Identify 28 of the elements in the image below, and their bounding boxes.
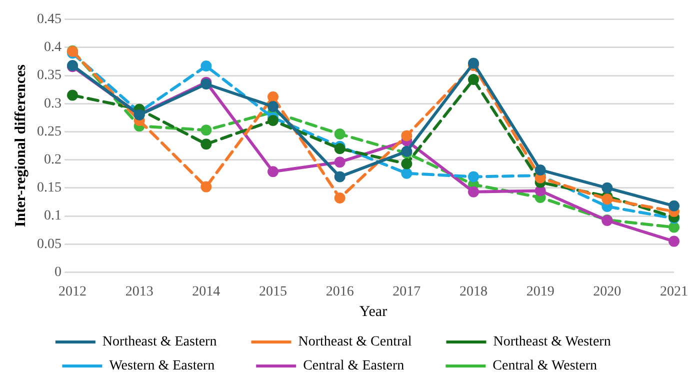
- x-tick-label: 2021: [660, 284, 688, 300]
- x-tick-label: 2018: [460, 284, 488, 300]
- y-tick-label: 0.35: [37, 68, 62, 84]
- y-tick-label: 0.2: [44, 152, 62, 168]
- x-axis-title: Year: [359, 304, 388, 320]
- x-tick-label: 2014: [192, 284, 220, 300]
- y-tick-label: 0.25: [37, 124, 62, 140]
- y-tick-label: 0: [54, 264, 62, 280]
- y-tick-label: 0.4: [44, 40, 62, 56]
- legend-label: Central & Eastern: [303, 358, 436, 374]
- legend-label: Northeast & Western: [493, 334, 636, 350]
- legend-label: Northeast & Central: [298, 334, 436, 350]
- y-tick-label: 0.3: [44, 96, 62, 112]
- x-tick-label: 2012: [58, 284, 86, 300]
- x-tick-label: 2016: [326, 284, 354, 300]
- y-axis-title: Inter-regional differences: [12, 64, 29, 228]
- y-tick-label: 0.05: [37, 236, 62, 252]
- x-tick-label: 2019: [526, 284, 554, 300]
- y-tick-label: 0.15: [37, 180, 62, 196]
- legend-label: Central & Western: [492, 358, 629, 374]
- x-tick-label: 2020: [593, 284, 622, 300]
- x-tick-label: 2017: [392, 284, 421, 300]
- legend-label: Western & Eastern: [109, 358, 246, 374]
- y-tick-label: 0.1: [44, 208, 62, 224]
- x-tick-label: 2015: [259, 284, 287, 300]
- legend-label: Northeast & Eastern: [102, 334, 242, 350]
- x-tick-label: 2013: [125, 284, 154, 300]
- y-tick-label: 0.45: [37, 12, 62, 28]
